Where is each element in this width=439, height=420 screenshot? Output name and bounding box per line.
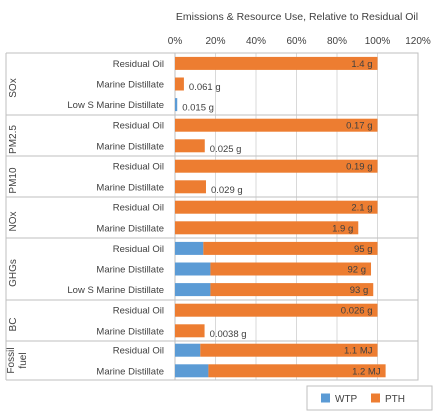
bar-pth [208, 364, 386, 378]
bar-wtp [175, 283, 211, 297]
x-tick-label: 20% [205, 36, 225, 47]
data-label: 92 g [348, 265, 367, 276]
bar-wtp [175, 262, 211, 276]
legend-label: WTP [335, 394, 358, 405]
data-label: 0.026 g [341, 306, 373, 317]
group-label: SOx [8, 78, 19, 97]
bar-pth [175, 221, 359, 235]
bar-pth [175, 118, 378, 132]
category-label: Residual Oil [113, 306, 164, 317]
data-label: 1.2 MJ [352, 366, 381, 377]
bar-pth [175, 56, 378, 70]
data-label: 0.0038 g [210, 329, 247, 340]
bar-wtp [175, 98, 178, 112]
category-label: Marine Distillate [96, 80, 164, 91]
category-label: Residual Oil [113, 59, 164, 70]
x-tick-label: 40% [246, 36, 266, 47]
bar-pth [175, 324, 205, 338]
data-label: 1.9 g [332, 223, 353, 234]
category-label: Marine Distillate [96, 265, 164, 276]
bar-pth [175, 200, 378, 214]
x-tick-label: 80% [327, 36, 347, 47]
data-label: 0.17 g [346, 121, 372, 132]
group-label-line: fuel [18, 352, 29, 368]
data-label: 0.19 g [346, 162, 372, 173]
category-label: Marine Distillate [96, 141, 164, 152]
data-label: 0.061 g [189, 82, 221, 93]
bar-wtp [175, 241, 204, 255]
group-label: GHGs [8, 259, 19, 287]
bar-pth [175, 159, 378, 173]
group-label-line: Fossil [6, 347, 17, 373]
x-tick-label: 100% [365, 36, 391, 47]
category-label: Low S Marine Distillate [67, 100, 164, 111]
bar-pth [175, 139, 205, 153]
category-label: Residual Oil [113, 162, 164, 173]
legend-swatch [371, 393, 380, 403]
bar-pth [175, 180, 206, 194]
bar-wtp [175, 364, 209, 378]
category-label: Residual Oil [113, 244, 164, 255]
category-label: Marine Distillate [96, 366, 164, 377]
group-label: NOx [8, 212, 19, 232]
data-label: 95 g [354, 244, 373, 255]
data-label: 2.1 g [351, 203, 372, 214]
data-label: 0.025 g [210, 144, 242, 155]
data-label: 0.029 g [211, 185, 243, 196]
category-label: Residual Oil [113, 346, 164, 357]
data-label: 1.4 g [351, 59, 372, 70]
group-label: PM10 [8, 167, 19, 194]
group-label: Fossilfuel [6, 347, 29, 373]
category-label: Marine Distillate [96, 182, 164, 193]
category-label: Marine Distillate [96, 223, 164, 234]
category-label: Marine Distillate [96, 326, 164, 337]
group-label: PM2.5 [8, 125, 19, 154]
data-label: 93 g [350, 285, 369, 296]
x-tick-label: 60% [286, 36, 306, 47]
bar-pth [210, 283, 374, 297]
bar-wtp [175, 343, 201, 357]
x-tick-label: 0% [168, 36, 183, 47]
data-label: 1.1 MJ [344, 346, 373, 357]
category-label: Residual Oil [113, 203, 164, 214]
bar-pth [210, 262, 372, 276]
legend-label: PTH [385, 394, 405, 405]
data-label: 0.015 g [182, 103, 214, 114]
x-tick-label: 120% [405, 36, 431, 47]
bar-pth [200, 343, 378, 357]
legend-swatch [321, 393, 330, 403]
chart-title: Emissions & Resource Use, Relative to Re… [176, 11, 418, 23]
bar-pth [175, 303, 378, 317]
category-label: Residual Oil [113, 121, 164, 132]
group-label: BC [8, 318, 19, 332]
bar-pth [203, 241, 378, 255]
bar-pth [175, 77, 184, 91]
category-label: Low S Marine Distillate [67, 285, 164, 296]
